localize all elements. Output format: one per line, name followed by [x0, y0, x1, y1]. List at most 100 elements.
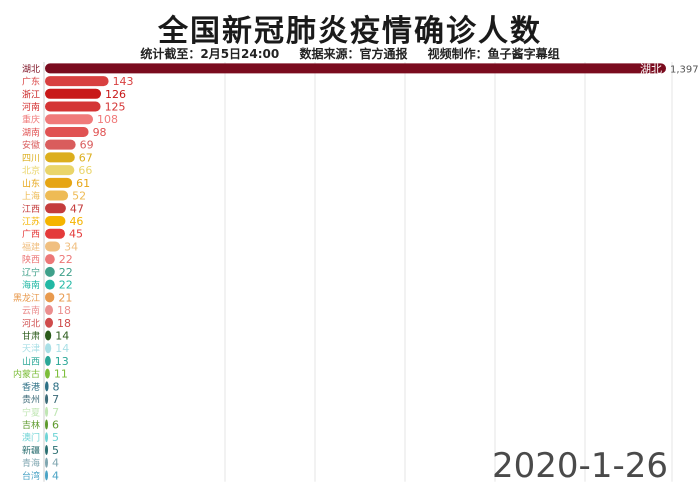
- value-label: 45: [69, 228, 83, 241]
- bar: [45, 394, 49, 405]
- bar: [45, 266, 55, 277]
- bar: [45, 305, 54, 316]
- bar: [45, 228, 66, 239]
- value-label: 46: [69, 215, 83, 228]
- value-label: 52: [72, 190, 86, 203]
- bar: [45, 76, 109, 87]
- value-label: 22: [59, 253, 73, 266]
- subtitle-maker: 视频制作：鱼子酱字幕组: [427, 47, 560, 61]
- bar: [45, 406, 49, 417]
- bar: [45, 419, 48, 430]
- category-label: 广西: [22, 228, 40, 240]
- value-label: 5: [52, 444, 59, 457]
- chart-title: 全国新冠肺炎疫情确诊人数: [158, 14, 542, 49]
- bar: [45, 254, 55, 265]
- category-label: 江苏: [22, 216, 40, 228]
- category-label: 天津: [22, 344, 40, 355]
- value-label: 11: [54, 368, 68, 381]
- value-label: 34: [64, 240, 78, 253]
- bar: [45, 381, 49, 392]
- value-label: 125: [105, 101, 126, 114]
- category-label: 香港: [22, 381, 40, 393]
- value-label: 13: [55, 355, 69, 368]
- value-label: 108: [97, 113, 118, 126]
- value-label: 98: [93, 126, 107, 139]
- value-label: 6: [52, 419, 59, 432]
- value-label: 61: [76, 177, 90, 190]
- bar: [45, 292, 55, 303]
- category-label: 辽宁: [22, 266, 40, 278]
- value-label: 47: [70, 202, 84, 215]
- category-label: 北京: [22, 165, 40, 177]
- category-label: 河南: [22, 101, 40, 113]
- category-label: 浙江: [22, 88, 40, 100]
- bar: [45, 101, 101, 112]
- category-label: 贵州: [22, 394, 40, 406]
- bar: [45, 152, 75, 163]
- category-label: 云南: [22, 305, 40, 317]
- bar: [45, 88, 102, 99]
- value-label: 21: [58, 291, 72, 304]
- category-label: 上海: [22, 190, 40, 202]
- category-label: 甘肃: [22, 330, 40, 342]
- date-label: 2020-1-26: [492, 446, 668, 486]
- value-label: 18: [57, 317, 71, 330]
- bar: [45, 444, 48, 455]
- value-label: 126: [105, 88, 126, 101]
- value-label: 22: [59, 279, 73, 292]
- category-label: 青海: [22, 457, 40, 469]
- bar: [45, 203, 66, 214]
- value-label: 67: [79, 151, 93, 164]
- category-label: 澳门: [22, 432, 40, 444]
- bar: [45, 139, 76, 150]
- category-label: 广东: [22, 76, 40, 88]
- subtitle-source: 数据来源：官方通报: [299, 47, 408, 61]
- category-label: 内蒙古: [13, 368, 40, 380]
- bar: [45, 368, 50, 379]
- bar-inner-label: 湖北: [640, 62, 662, 75]
- subtitle-time: 统计截至：2月5日24:00: [140, 47, 280, 61]
- category-label: 湖北: [22, 64, 40, 75]
- bar: [45, 241, 61, 252]
- category-label: 黑龙江: [13, 292, 40, 304]
- category-label: 海南: [22, 279, 40, 291]
- value-label: 18: [57, 304, 71, 317]
- bar: [45, 317, 54, 328]
- bar: [45, 114, 94, 125]
- bar: [45, 432, 48, 443]
- category-label: 福建: [22, 241, 40, 253]
- bar: [45, 355, 51, 366]
- bar: [45, 63, 666, 74]
- bar: [45, 126, 89, 137]
- category-label: 四川: [22, 154, 40, 164]
- bar: [45, 470, 48, 481]
- value-label: 7: [52, 406, 59, 419]
- category-label: 湖南: [22, 126, 40, 138]
- bar: [45, 457, 48, 468]
- value-label: 4: [52, 457, 59, 470]
- category-label: 新疆: [22, 444, 40, 456]
- value-label: 66: [78, 164, 92, 177]
- value-label: 14: [55, 342, 69, 355]
- category-label: 河北: [22, 317, 40, 329]
- value-label: 143: [113, 75, 134, 88]
- value-label: 4: [52, 469, 59, 482]
- category-label: 山东: [22, 177, 40, 189]
- category-label: 宁夏: [22, 406, 40, 418]
- category-label: 重庆: [22, 114, 40, 126]
- category-label: 山西: [22, 356, 40, 367]
- category-label: 台湾: [22, 470, 40, 482]
- bar: [45, 216, 66, 226]
- bar: [45, 165, 75, 176]
- bar: [45, 177, 73, 188]
- category-label: 吉林: [22, 419, 40, 431]
- bar: [45, 330, 52, 341]
- chart-subtitle: 统计截至：2月5日24:00 数据来源：官方通报 视频制作：鱼子酱字幕组: [0, 45, 700, 62]
- bar: [45, 190, 69, 201]
- category-label: 安徽: [22, 139, 40, 151]
- category-label: 陕西: [22, 254, 40, 266]
- value-label: 22: [59, 266, 73, 279]
- value-label: 5: [52, 431, 59, 444]
- value-label: 8: [53, 380, 60, 393]
